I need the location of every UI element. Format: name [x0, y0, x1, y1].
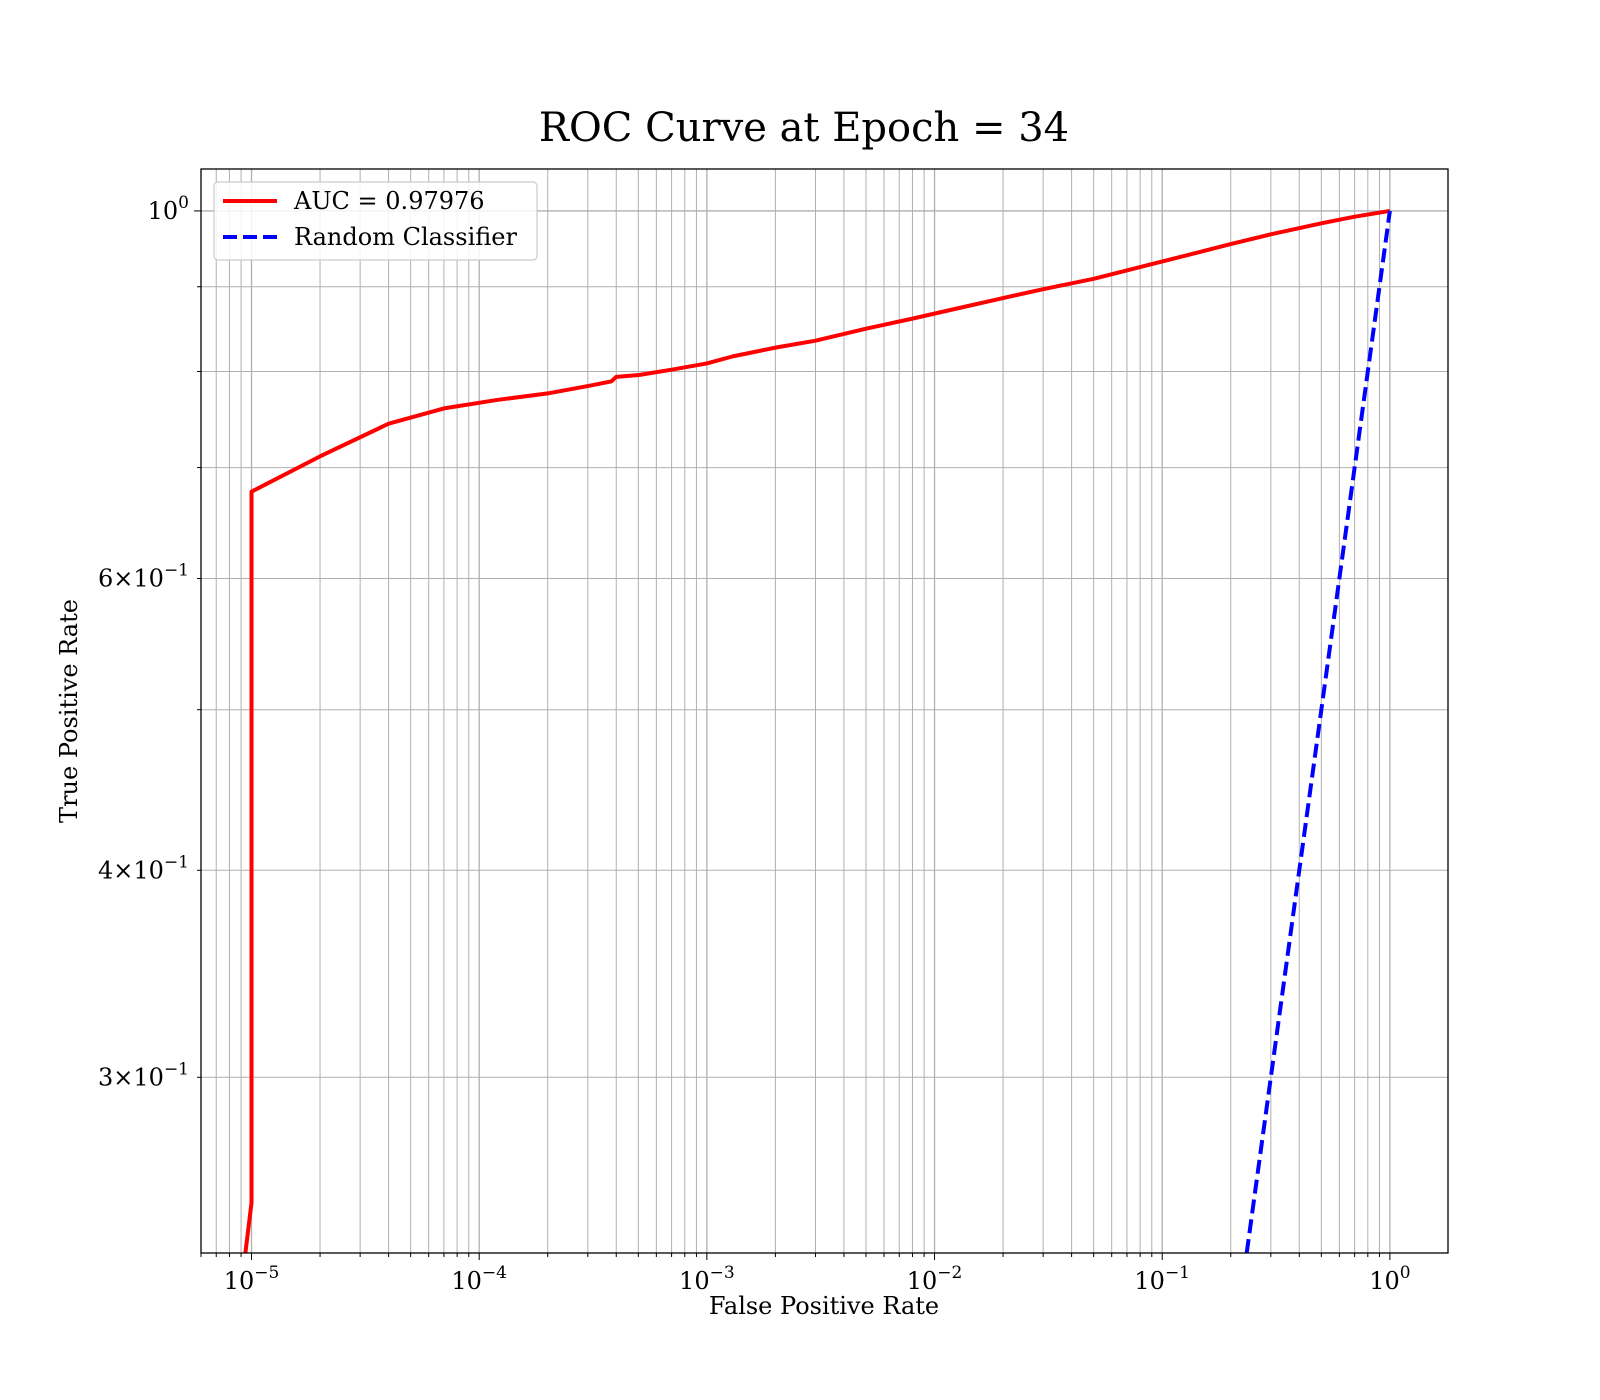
y-tick-label: 3×10−1 — [98, 1059, 189, 1091]
x-tick-label: 10−4 — [451, 1263, 507, 1295]
axis-ticks: 10−5 10−4 10−3 10−2 10−1 100 100 6×10−1 4×10−1 3×… — [98, 193, 1411, 1295]
y-tick-label: 4×10−1 — [98, 852, 189, 884]
legend: AUC = 0.97976 Random Classifier — [213, 181, 538, 261]
y-axis-label: True Positive Rate — [55, 599, 83, 823]
plot-area — [201, 169, 1448, 1253]
plot-frame — [200, 168, 1449, 1254]
random-classifier-line — [1244, 210, 1392, 1253]
chart-title: ROC Curve at Epoch = 34 — [539, 105, 1069, 151]
series-lines — [243, 208, 1392, 1253]
x-tick-label: 10−5 — [224, 1263, 280, 1295]
roc-curve-line — [243, 208, 1391, 1253]
legend-box — [213, 181, 538, 261]
x-tick-label: 10−1 — [1134, 1263, 1190, 1295]
y-tick-label: 6×10−1 — [98, 561, 189, 593]
legend-label-auc: AUC = 0.97976 — [293, 187, 485, 215]
x-axis-label: False Positive Rate — [709, 1292, 939, 1320]
x-tick-label: 10−2 — [907, 1263, 963, 1295]
y-tick-label: 100 — [148, 193, 189, 225]
x-tick-label: 10−3 — [679, 1263, 735, 1295]
x-tick-label: 100 — [1369, 1263, 1410, 1295]
legend-label-random: Random Classifier — [294, 223, 517, 251]
